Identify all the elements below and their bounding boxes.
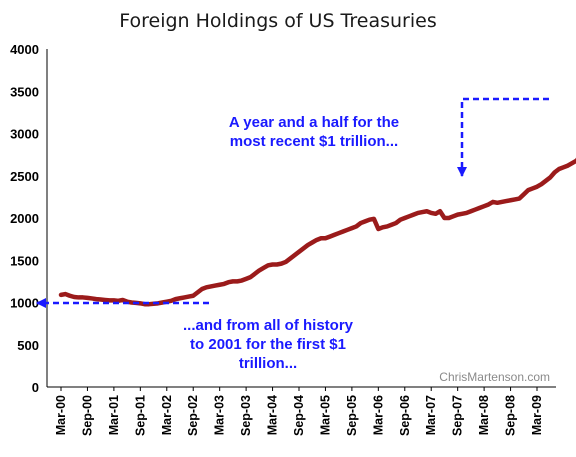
annotation-recent-line-2: most recent $1 trillion... <box>230 133 398 150</box>
credit-label: ChrisMartenson.com <box>439 370 550 384</box>
y-tick-label: 2000 <box>10 211 39 226</box>
x-tick-label: Mar-02 <box>160 395 174 435</box>
axes <box>46 49 556 388</box>
x-tick-label: Mar-06 <box>371 395 385 435</box>
x-tick-label: Sep-00 <box>80 395 94 436</box>
x-tick-label: Mar-04 <box>266 395 280 435</box>
x-tick-label: Mar-08 <box>477 395 491 435</box>
y-tick-label: 0 <box>32 380 39 395</box>
x-tick-label: Mar-03 <box>213 395 227 435</box>
chart-title: Foreign Holdings of US Treasuries <box>119 10 436 32</box>
x-tick-label: Sep-06 <box>398 395 412 436</box>
y-tick-label: 1500 <box>10 253 39 268</box>
y-tick-label: 3000 <box>10 127 39 142</box>
y-tick-label: 2500 <box>10 169 39 184</box>
x-tick-label: Mar-09 <box>530 395 544 435</box>
annotation-recent-line-1: A year and a half for the <box>229 114 399 131</box>
x-tick-label: Sep-05 <box>345 395 359 436</box>
x-tick-label: Sep-07 <box>451 395 465 436</box>
recent-trillion-arrow <box>457 97 549 177</box>
x-tick-label: Mar-00 <box>54 395 68 435</box>
x-tick-label: Sep-02 <box>186 395 200 436</box>
y-tick-label: 1000 <box>10 296 39 311</box>
x-tick-label: Sep-04 <box>292 395 306 436</box>
series-line <box>58 157 576 307</box>
y-tick-labels: 0 500 1000 1500 2000 2500 3000 3500 4000 <box>10 42 39 395</box>
y-tick-label: 500 <box>17 338 39 353</box>
y-tick-label: 3500 <box>10 84 39 99</box>
x-tick-label: Mar-05 <box>318 395 332 435</box>
y-tick-label: 4000 <box>10 42 39 57</box>
x-tick-label: Sep-01 <box>133 395 147 436</box>
x-tick-label: Sep-08 <box>504 395 518 436</box>
annotation-history-line-2: to 2001 for the first $1 <box>190 336 346 353</box>
x-tick-label: Mar-07 <box>424 395 438 435</box>
annotation-history-line-1: ...and from all of history <box>183 317 354 334</box>
x-tick-labels: Mar-00 Sep-00 Mar-01 Sep-01 Mar-02 Sep-02 Mar-… <box>54 387 544 436</box>
x-tick-label: Mar-01 <box>107 395 121 435</box>
x-tick-label: Sep-03 <box>239 395 253 436</box>
annotation-history-line-3: trillion... <box>239 355 297 372</box>
